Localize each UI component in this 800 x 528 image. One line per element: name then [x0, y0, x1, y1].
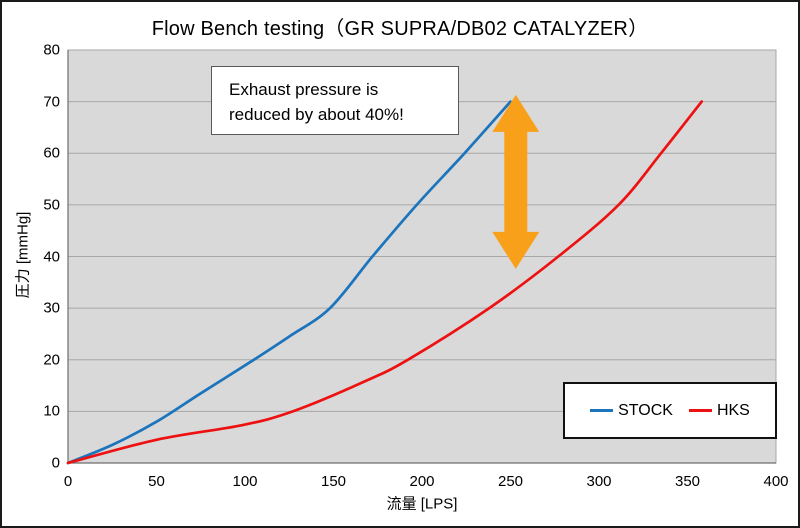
x-tick-label-100: 100 [232, 473, 258, 490]
y-tick-label-50: 50 [43, 196, 60, 214]
legend-item-hks: HKS [688, 401, 750, 420]
legend-label-stock: STOCK [618, 401, 673, 419]
reduction-double-arrow-icon [492, 94, 540, 269]
y-axis-title: 圧力 [mmHg] [14, 211, 32, 299]
y-tick-label-40: 40 [43, 248, 60, 265]
y-tick-label-70: 70 [43, 93, 60, 111]
x-tick-label-400: 400 [763, 473, 789, 490]
y-tick-label-0: 0 [51, 454, 60, 472]
chart-title: Flow Bench testing（GR SUPRA/DB02 CATALYZ… [151, 18, 649, 40]
y-tick-label-80: 80 [43, 41, 60, 59]
x-tick-label-300: 300 [586, 473, 612, 490]
stock-line-swatch [590, 409, 614, 412]
x-tick-label-0: 0 [63, 473, 73, 490]
y-tick-label-10: 10 [43, 402, 60, 420]
x-tick-label-200: 200 [409, 473, 435, 490]
annotation-box: Exhaust pressure is reduced by about 40%… [211, 66, 459, 135]
annotation-line-2: reduced by about 40%! [229, 105, 404, 124]
y-tick-label-60: 60 [43, 144, 60, 162]
series-line-stock [66, 100, 512, 465]
x-tick-label-250: 250 [497, 473, 524, 490]
y-tick-label-20: 20 [43, 351, 60, 369]
legend-label-hks: HKS [716, 401, 750, 419]
annotation-line-1: Exhaust pressure is [229, 80, 379, 99]
y-tick-label-30: 30 [43, 299, 60, 317]
legend-item-stock: STOCK [590, 402, 673, 420]
x-tick-label-150: 150 [320, 473, 347, 490]
legend: STOCK HKS [563, 382, 777, 439]
series-line-hks [66, 100, 704, 465]
x-axis-title: 流量 [LPS] [386, 495, 458, 513]
x-tick-label-350: 350 [674, 473, 701, 490]
x-tick-label-50: 50 [148, 473, 165, 490]
hks-line-swatch [688, 409, 712, 412]
